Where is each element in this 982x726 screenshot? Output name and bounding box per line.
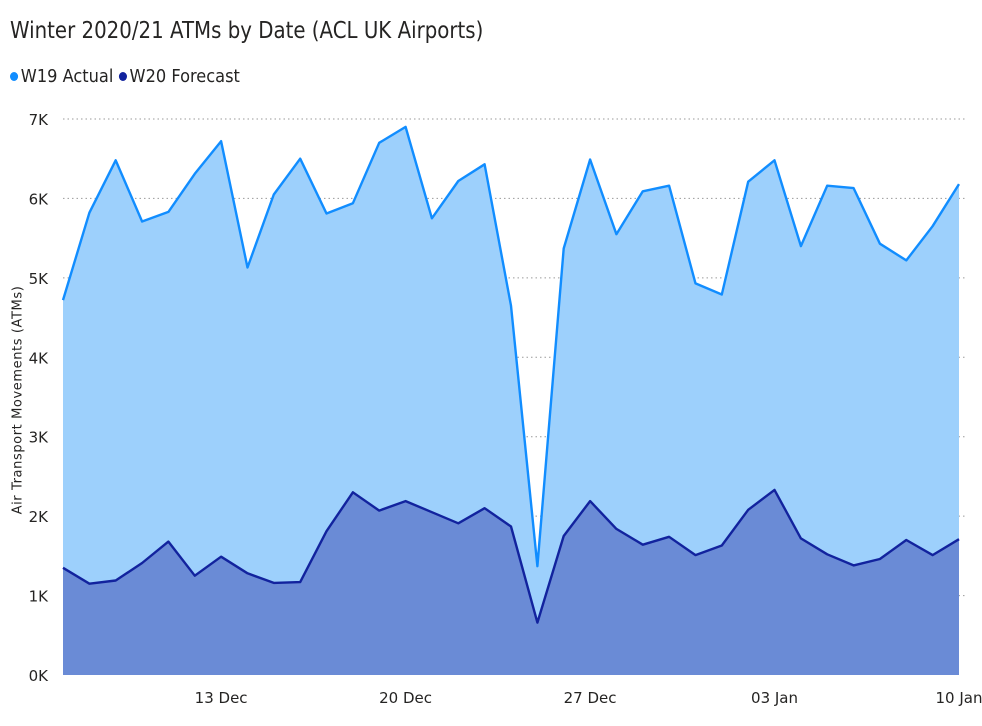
legend: W19 Actual W20 Forecast [10,66,245,87]
series-line-0 [61,125,961,568]
legend-item-w20[interactable]: W20 Forecast [118,66,240,87]
x-tick-label: 13 Dec [195,689,248,707]
x-tick-label: 03 Jan [751,689,798,707]
chart-title: Winter 2020/21 ATMs by Date (ACL UK Airp… [10,18,484,44]
y-tick-label: 5K [29,270,50,288]
series-area-1 [63,489,959,675]
y-tick-label: 1K [29,588,50,606]
y-tick-label: 7K [29,111,50,129]
legend-label: W20 Forecast [129,66,240,87]
series-line-1 [62,488,960,624]
legend-marker-icon [118,72,127,81]
y-tick-label: 6K [29,190,50,208]
x-tick-label: 10 Jan [936,689,982,707]
y-tick-label: 0K [29,667,50,685]
y-tick-label: 3K [29,429,50,447]
x-tick-label: 20 Dec [379,689,432,707]
legend-marker-icon [10,72,19,81]
legend-label: W19 Actual [20,66,114,87]
y-tick-label: 4K [29,349,50,367]
x-tick-label: 27 Dec [564,689,617,707]
y-tick-label: 2K [29,508,50,526]
legend-item-w19[interactable]: W19 Actual [10,66,113,87]
